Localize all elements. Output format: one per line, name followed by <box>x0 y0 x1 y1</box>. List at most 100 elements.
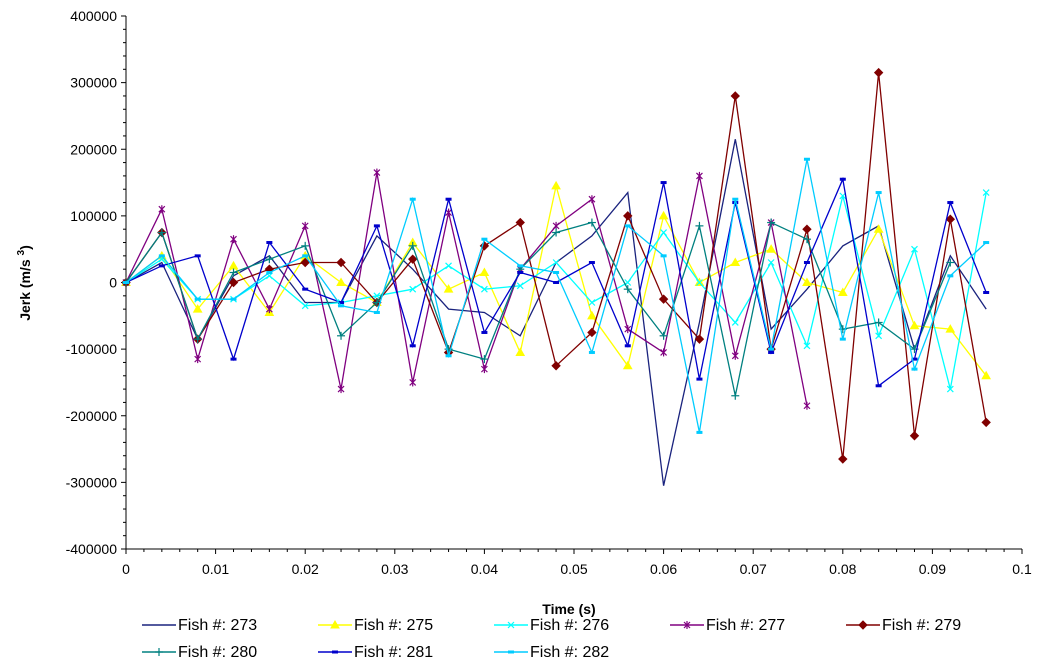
data-point <box>443 284 454 293</box>
y-tick-label: -300000 <box>66 474 118 490</box>
data-point <box>192 304 203 313</box>
data-point <box>983 241 990 245</box>
data-point <box>337 385 345 394</box>
data-point <box>696 377 703 381</box>
data-point <box>301 302 309 310</box>
series-8 <box>123 157 990 434</box>
data-point <box>302 287 309 291</box>
data-point <box>731 319 739 326</box>
data-point <box>445 208 452 217</box>
data-point <box>194 355 202 364</box>
data-point <box>981 370 992 380</box>
data-point <box>409 378 417 387</box>
data-point <box>945 324 956 333</box>
data-point <box>946 258 955 267</box>
data-point <box>517 271 524 275</box>
legend-item-3: Fish #: 276 <box>494 617 609 634</box>
legend-item-1: Fish #: 273 <box>142 617 257 634</box>
data-point <box>660 254 667 258</box>
data-point <box>624 224 631 228</box>
legend-label: Fish #: 279 <box>882 617 961 634</box>
y-axis-title: Jerk (m/s 3) <box>16 245 33 321</box>
data-point <box>300 257 310 268</box>
data-point <box>301 221 309 230</box>
data-point <box>839 177 846 181</box>
data-point <box>623 285 632 294</box>
x-tick-label: 0.03 <box>381 561 408 577</box>
y-tick-label: 400000 <box>70 8 117 24</box>
data-point <box>229 268 238 277</box>
data-point <box>373 168 381 177</box>
data-point <box>730 91 740 101</box>
x-tick-label: 0.08 <box>829 561 856 577</box>
data-point <box>330 619 340 629</box>
y-tick-label: 300000 <box>70 75 117 91</box>
data-point <box>911 245 918 253</box>
data-point <box>660 229 668 236</box>
x-tick-label: 0.05 <box>560 561 587 577</box>
data-point <box>230 357 237 361</box>
data-point <box>158 264 165 268</box>
data-point <box>694 334 705 344</box>
data-point <box>911 357 918 361</box>
data-point <box>228 260 239 270</box>
data-point <box>837 287 848 296</box>
data-point <box>194 254 201 258</box>
data-point <box>623 211 633 221</box>
data-point <box>480 365 488 374</box>
y-tick-label: 100000 <box>70 208 117 224</box>
series-line <box>125 139 987 486</box>
data-point <box>766 244 776 253</box>
data-point <box>515 347 526 356</box>
data-point <box>408 254 418 264</box>
data-point <box>981 417 991 428</box>
data-point <box>265 255 274 264</box>
data-point <box>266 271 273 275</box>
data-point <box>409 285 417 293</box>
data-point <box>659 331 668 340</box>
data-point <box>624 344 631 348</box>
data-point <box>517 264 524 268</box>
data-point <box>158 205 166 214</box>
data-point <box>551 361 561 371</box>
data-point <box>373 292 381 300</box>
data-point <box>875 191 882 195</box>
data-point <box>194 297 201 301</box>
data-point <box>875 384 882 388</box>
x-tick-label: 0.1 <box>1012 561 1032 577</box>
data-point <box>301 241 310 250</box>
legend-item-8: Fish #: 282 <box>494 644 609 661</box>
legend-item-6: Fish #: 280 <box>142 644 257 661</box>
data-point <box>516 282 524 290</box>
data-point <box>873 224 884 233</box>
data-point <box>802 277 812 286</box>
data-point <box>508 650 514 654</box>
data-point <box>157 228 166 237</box>
data-point <box>803 157 810 161</box>
legend-label: Fish #: 275 <box>354 617 433 634</box>
y-tick-label: 200000 <box>70 141 117 157</box>
data-point <box>731 351 739 360</box>
x-axis-title: Time (s) <box>542 601 595 617</box>
data-point <box>551 180 561 190</box>
data-point <box>507 621 515 629</box>
data-point <box>265 305 273 314</box>
data-point <box>909 431 920 441</box>
data-point <box>445 354 452 358</box>
data-point <box>660 181 667 185</box>
data-point <box>409 344 416 348</box>
data-point <box>696 171 703 180</box>
data-point <box>947 274 954 278</box>
data-point <box>408 241 417 250</box>
data-point <box>228 277 239 288</box>
data-point <box>481 330 488 334</box>
legend-label: Fish #: 273 <box>178 617 257 634</box>
data-point <box>683 621 691 629</box>
data-point <box>337 331 346 340</box>
data-point <box>658 294 669 304</box>
x-tick-label: 0.04 <box>471 561 498 577</box>
data-point <box>838 454 848 464</box>
x-tick-label: 0.07 <box>740 561 767 577</box>
data-point <box>553 281 560 284</box>
